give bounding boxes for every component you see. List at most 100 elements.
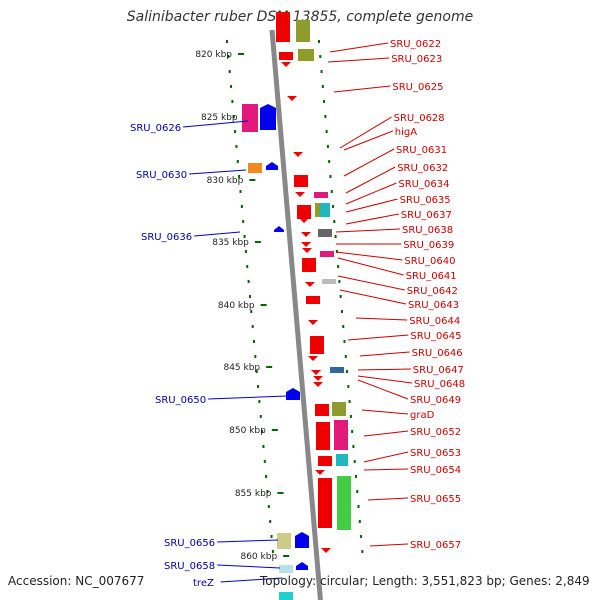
gene-label-left: SRU_0630	[136, 170, 187, 181]
outer-left-track-dot	[240, 205, 243, 208]
gene-block-olive	[296, 20, 310, 42]
gene-label-right: SRU_0642	[407, 286, 458, 297]
gene-label-right: SRU_0625	[392, 82, 443, 93]
outer-left-track-dot	[248, 295, 251, 298]
gene-block-reverse	[306, 296, 320, 304]
scale-label: 860 kbp	[240, 552, 277, 562]
gene-arrow-reverse	[305, 282, 315, 287]
gene-label-left: SRU_0626	[130, 123, 181, 134]
gene-block-cyan	[320, 203, 330, 217]
gene-label-leader	[335, 251, 403, 261]
gene-label-right: SRU_0646	[412, 348, 463, 359]
gene-block-lightgray	[322, 279, 336, 284]
gene-block-green	[337, 476, 351, 530]
outer-left-track-dot	[269, 520, 272, 523]
inner-right-track-dot	[342, 325, 345, 328]
gene-arrow-reverse	[301, 232, 311, 237]
gene-block-reverse	[315, 404, 329, 416]
outer-left-track-dot	[250, 310, 253, 313]
gene-label-right: SRU_0647	[413, 365, 464, 376]
inner-right-track-dot	[326, 145, 329, 148]
gene-arrow-reverse	[279, 52, 293, 60]
gene-block-reverse	[276, 12, 290, 42]
gene-block-reverse	[318, 456, 332, 466]
gene-label-leader	[339, 289, 407, 305]
inner-right-track-dot	[325, 130, 328, 133]
scale-label: 840 kbp	[218, 301, 255, 311]
inner-right-track-dot	[320, 70, 323, 73]
gene-label-right: SRU_0645	[410, 331, 461, 342]
gene-label-right: SRU_0638	[402, 225, 453, 236]
gene-label-leader	[345, 182, 397, 205]
inner-right-track-dot	[319, 55, 322, 58]
gene-block-reverse	[294, 175, 308, 187]
inner-right-track-dot	[346, 370, 349, 373]
scale-label: 835 kbp	[212, 238, 249, 248]
gene-label-right: SRU_0644	[409, 316, 460, 327]
gene-label-right: SRU_0643	[408, 300, 459, 311]
outer-left-track-dot	[258, 400, 261, 403]
inner-right-track-dot	[357, 505, 360, 508]
genome-summary: Topology: circular; Length: 3,551,823 bp…	[260, 574, 590, 588]
gene-block-orange	[248, 163, 262, 173]
gene-label-leader	[220, 577, 283, 583]
gene-label-right: SRU_0634	[398, 179, 449, 190]
gene-block-magenta	[314, 192, 328, 198]
inner-right-track-dot	[361, 550, 364, 553]
gene-label-right: SRU_0649	[410, 395, 461, 406]
outer-left-track-dot	[270, 535, 273, 538]
gene-label-leader	[335, 228, 401, 233]
outer-left-track-dot	[242, 220, 245, 223]
inner-right-track-dot	[321, 85, 324, 88]
inner-right-track-dot	[328, 160, 331, 163]
gene-arrow-reverse	[311, 370, 321, 375]
outer-left-track-dot	[235, 145, 238, 148]
scale-tick	[277, 492, 284, 494]
inner-right-track-dot	[330, 190, 333, 193]
gene-label-leader	[363, 451, 409, 463]
gene-label-leader	[369, 543, 409, 547]
gene-block-reverse	[302, 258, 316, 272]
scale-tick	[238, 53, 244, 55]
outer-left-track-dot	[267, 505, 270, 508]
gene-label-right: SRU_0622	[390, 39, 441, 50]
gene-label-leader	[355, 317, 408, 321]
inner-right-track-dot	[340, 310, 343, 313]
gene-arrow-reverse	[321, 548, 331, 553]
gene-block-reverse	[310, 336, 324, 354]
gene-block-forward	[266, 162, 278, 170]
gene-block-reverse	[316, 422, 330, 450]
gene-label-right: SRU_0635	[400, 195, 451, 206]
scale-tick	[266, 366, 273, 368]
gene-label-left: SRU_0650	[155, 395, 206, 406]
gene-block-gray	[318, 229, 332, 237]
gene-label-leader	[339, 116, 392, 149]
scale-label: 855 kbp	[235, 489, 272, 499]
gene-label-leader	[337, 275, 405, 291]
outer-left-track-dot	[247, 280, 250, 283]
gene-label-leader	[357, 379, 409, 400]
gene-label-leader	[217, 539, 279, 543]
gene-block-forward	[274, 226, 284, 232]
outer-left-track-dot	[262, 445, 265, 448]
gene-label-leader	[363, 430, 409, 437]
outer-left-track-dot	[244, 250, 247, 253]
gene-block-magenta	[320, 251, 334, 257]
outer-left-track-dot	[265, 475, 268, 478]
gene-label-right: SRU_0637	[401, 210, 452, 221]
gene-label-right: higA	[395, 127, 417, 138]
gene-arrow-reverse	[308, 320, 318, 325]
gene-arrow-reverse	[313, 376, 323, 381]
inner-right-track-dot	[318, 40, 320, 43]
outer-left-track-dot	[255, 370, 258, 373]
gene-label-right: SRU_0654	[410, 465, 461, 476]
inner-right-track-dot	[354, 475, 357, 478]
gene-label-leader	[337, 257, 404, 276]
inner-right-track-dot	[352, 445, 355, 448]
gene-label-leader	[363, 468, 409, 471]
gene-arrow-reverse	[313, 382, 323, 387]
gene-block-magenta	[334, 420, 348, 450]
outer-left-track-dot	[238, 175, 241, 178]
outer-left-track-dot	[228, 70, 231, 73]
